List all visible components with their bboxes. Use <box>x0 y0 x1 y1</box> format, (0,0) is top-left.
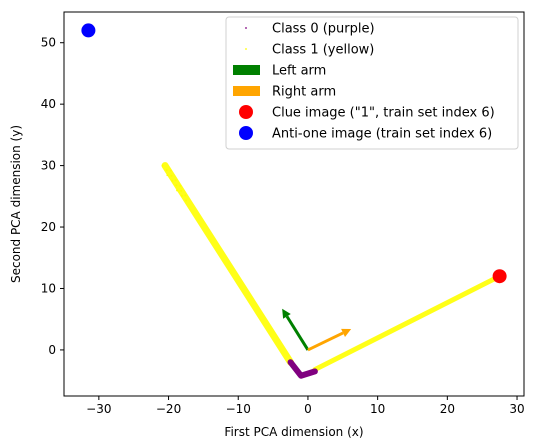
left-arm-arrow-head <box>282 308 291 319</box>
legend-marker <box>239 126 253 140</box>
y-tick-label: 20 <box>41 220 56 234</box>
legend-label: Class 0 (purple) <box>272 22 375 37</box>
clue-image-point <box>492 269 507 284</box>
class1-point <box>161 164 164 167</box>
legend-label: Clue image ("1", train set index 6) <box>272 106 495 121</box>
y-tick-label: 10 <box>41 281 56 295</box>
right-arm-arrow-head <box>341 328 352 337</box>
x-tick-label: 0 <box>304 402 312 416</box>
class1-point <box>180 189 183 192</box>
left-arm-arrow-shaft <box>285 315 310 351</box>
class1-band <box>161 162 295 366</box>
legend-label: Right arm <box>272 85 336 100</box>
class1-point <box>176 189 179 192</box>
class1-point <box>171 179 174 182</box>
x-tick-label: −10 <box>226 402 251 416</box>
class1-point <box>185 199 188 202</box>
class1-point <box>179 184 182 187</box>
class1-point <box>180 194 183 197</box>
legend-marker <box>245 27 247 29</box>
x-tick-label: 30 <box>509 402 524 416</box>
anti-one-image-point <box>81 23 96 38</box>
y-tick-label: 50 <box>41 36 56 50</box>
class1-point <box>174 179 177 182</box>
x-tick-label: 20 <box>440 402 455 416</box>
legend-label: Left arm <box>272 64 326 79</box>
class1-point <box>170 174 173 177</box>
legend: Class 0 (purple) Class 1 (yellow) Left arm… <box>225 16 519 150</box>
y-tick-label: 30 <box>41 159 56 173</box>
class1-point <box>165 169 168 172</box>
x-axis-label: First PCA dimension (x) <box>224 425 363 439</box>
y-tick-label: 40 <box>41 97 56 111</box>
right-arm-arrow-shaft <box>307 331 344 352</box>
legend-label: Anti-one image (train set index 6) <box>272 127 492 142</box>
y-tick-label: 0 <box>48 343 56 357</box>
class0-cluster <box>287 359 318 379</box>
plot-area <box>81 23 507 379</box>
class1-point <box>175 184 178 187</box>
legend-marker <box>239 105 253 119</box>
plot-frame <box>63 11 525 397</box>
class1-point <box>184 194 187 197</box>
class1-point <box>169 169 172 172</box>
legend-patch <box>233 65 260 75</box>
legend-patch <box>233 86 260 96</box>
class1-point <box>166 174 169 177</box>
y-axis-label: Second PCA dimension (y) <box>9 125 23 283</box>
legend-box <box>225 16 519 150</box>
legend-label: Class 1 (yellow) <box>272 43 374 58</box>
x-tick-label: −30 <box>86 402 111 416</box>
class1-band <box>312 273 503 373</box>
x-tick-label: 10 <box>370 402 385 416</box>
x-tick-label: −20 <box>156 402 181 416</box>
legend-marker <box>245 48 247 50</box>
axes: −30 −20 −10 0 10 20 30 0 10 20 30 40 50 <box>41 11 525 416</box>
